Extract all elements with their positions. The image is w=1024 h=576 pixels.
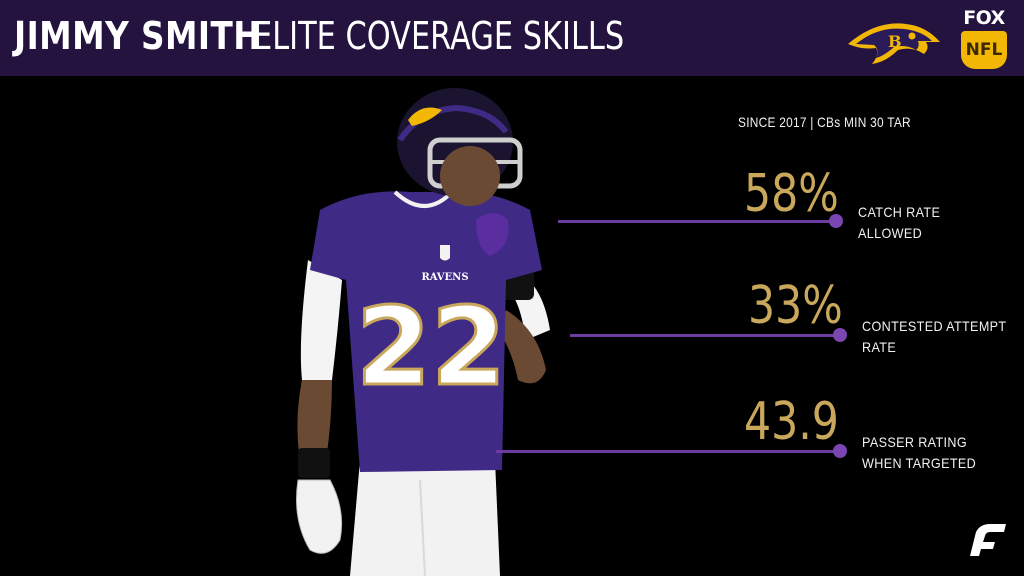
page-title: JIMMY SMITH ELITE COVERAGE SKILLS <box>14 14 717 62</box>
title-player-name: JIMMY SMITH <box>14 14 261 58</box>
stat-label-passer-rating: PASSER RATING WHEN TARGETED <box>862 432 976 474</box>
fox-label: FOX <box>963 7 1005 29</box>
stat-label-line: WHEN TARGETED <box>862 455 977 471</box>
title-subject: ELITE COVERAGE SKILLS <box>253 14 625 58</box>
leader-line-contested-rate <box>570 334 838 337</box>
ravens-logo-icon: B <box>848 23 940 64</box>
leader-dot-catch-rate <box>829 214 843 228</box>
jersey-number: 22 <box>356 285 506 410</box>
stat-value-contested-rate: 33% <box>748 276 843 336</box>
stat-label-line: CATCH RATE <box>858 204 941 220</box>
stat-value-passer-rating: 43.9 <box>744 392 839 452</box>
stat-label-line: RATE <box>862 339 897 355</box>
nfl-label: NFL <box>965 40 1003 60</box>
stat-label-line: PASSER RATING <box>862 434 968 450</box>
fox-nfl-icon: FOX NFL <box>958 7 1010 69</box>
stat-label-contested-rate: CONTESTED ATTEMPT RATE <box>862 316 1007 358</box>
stat-label-line: CONTESTED ATTEMPT <box>862 318 1007 334</box>
leader-line-passer-rating <box>496 450 836 453</box>
leader-dot-contested-rate <box>833 328 847 342</box>
leader-line-catch-rate <box>558 220 834 223</box>
stat-label-line: ALLOWED <box>858 225 923 241</box>
stat-label-catch-rate: CATCH RATE ALLOWED <box>858 202 940 244</box>
svg-text:B: B <box>888 32 902 51</box>
leader-dot-passer-rating <box>833 444 847 458</box>
header-bar: JIMMY SMITH ELITE COVERAGE SKILLS B FOX … <box>0 0 1024 76</box>
stat-value-catch-rate: 58% <box>744 164 839 224</box>
player-image: 22 RAVENS <box>296 88 550 576</box>
stats-subtitle: SINCE 2017 | CBs MIN 30 TAR <box>738 114 911 130</box>
pff-logo-icon <box>970 524 1006 557</box>
jersey-chest-text: RAVENS <box>421 272 468 283</box>
nfl-shield: NFL <box>961 31 1007 69</box>
